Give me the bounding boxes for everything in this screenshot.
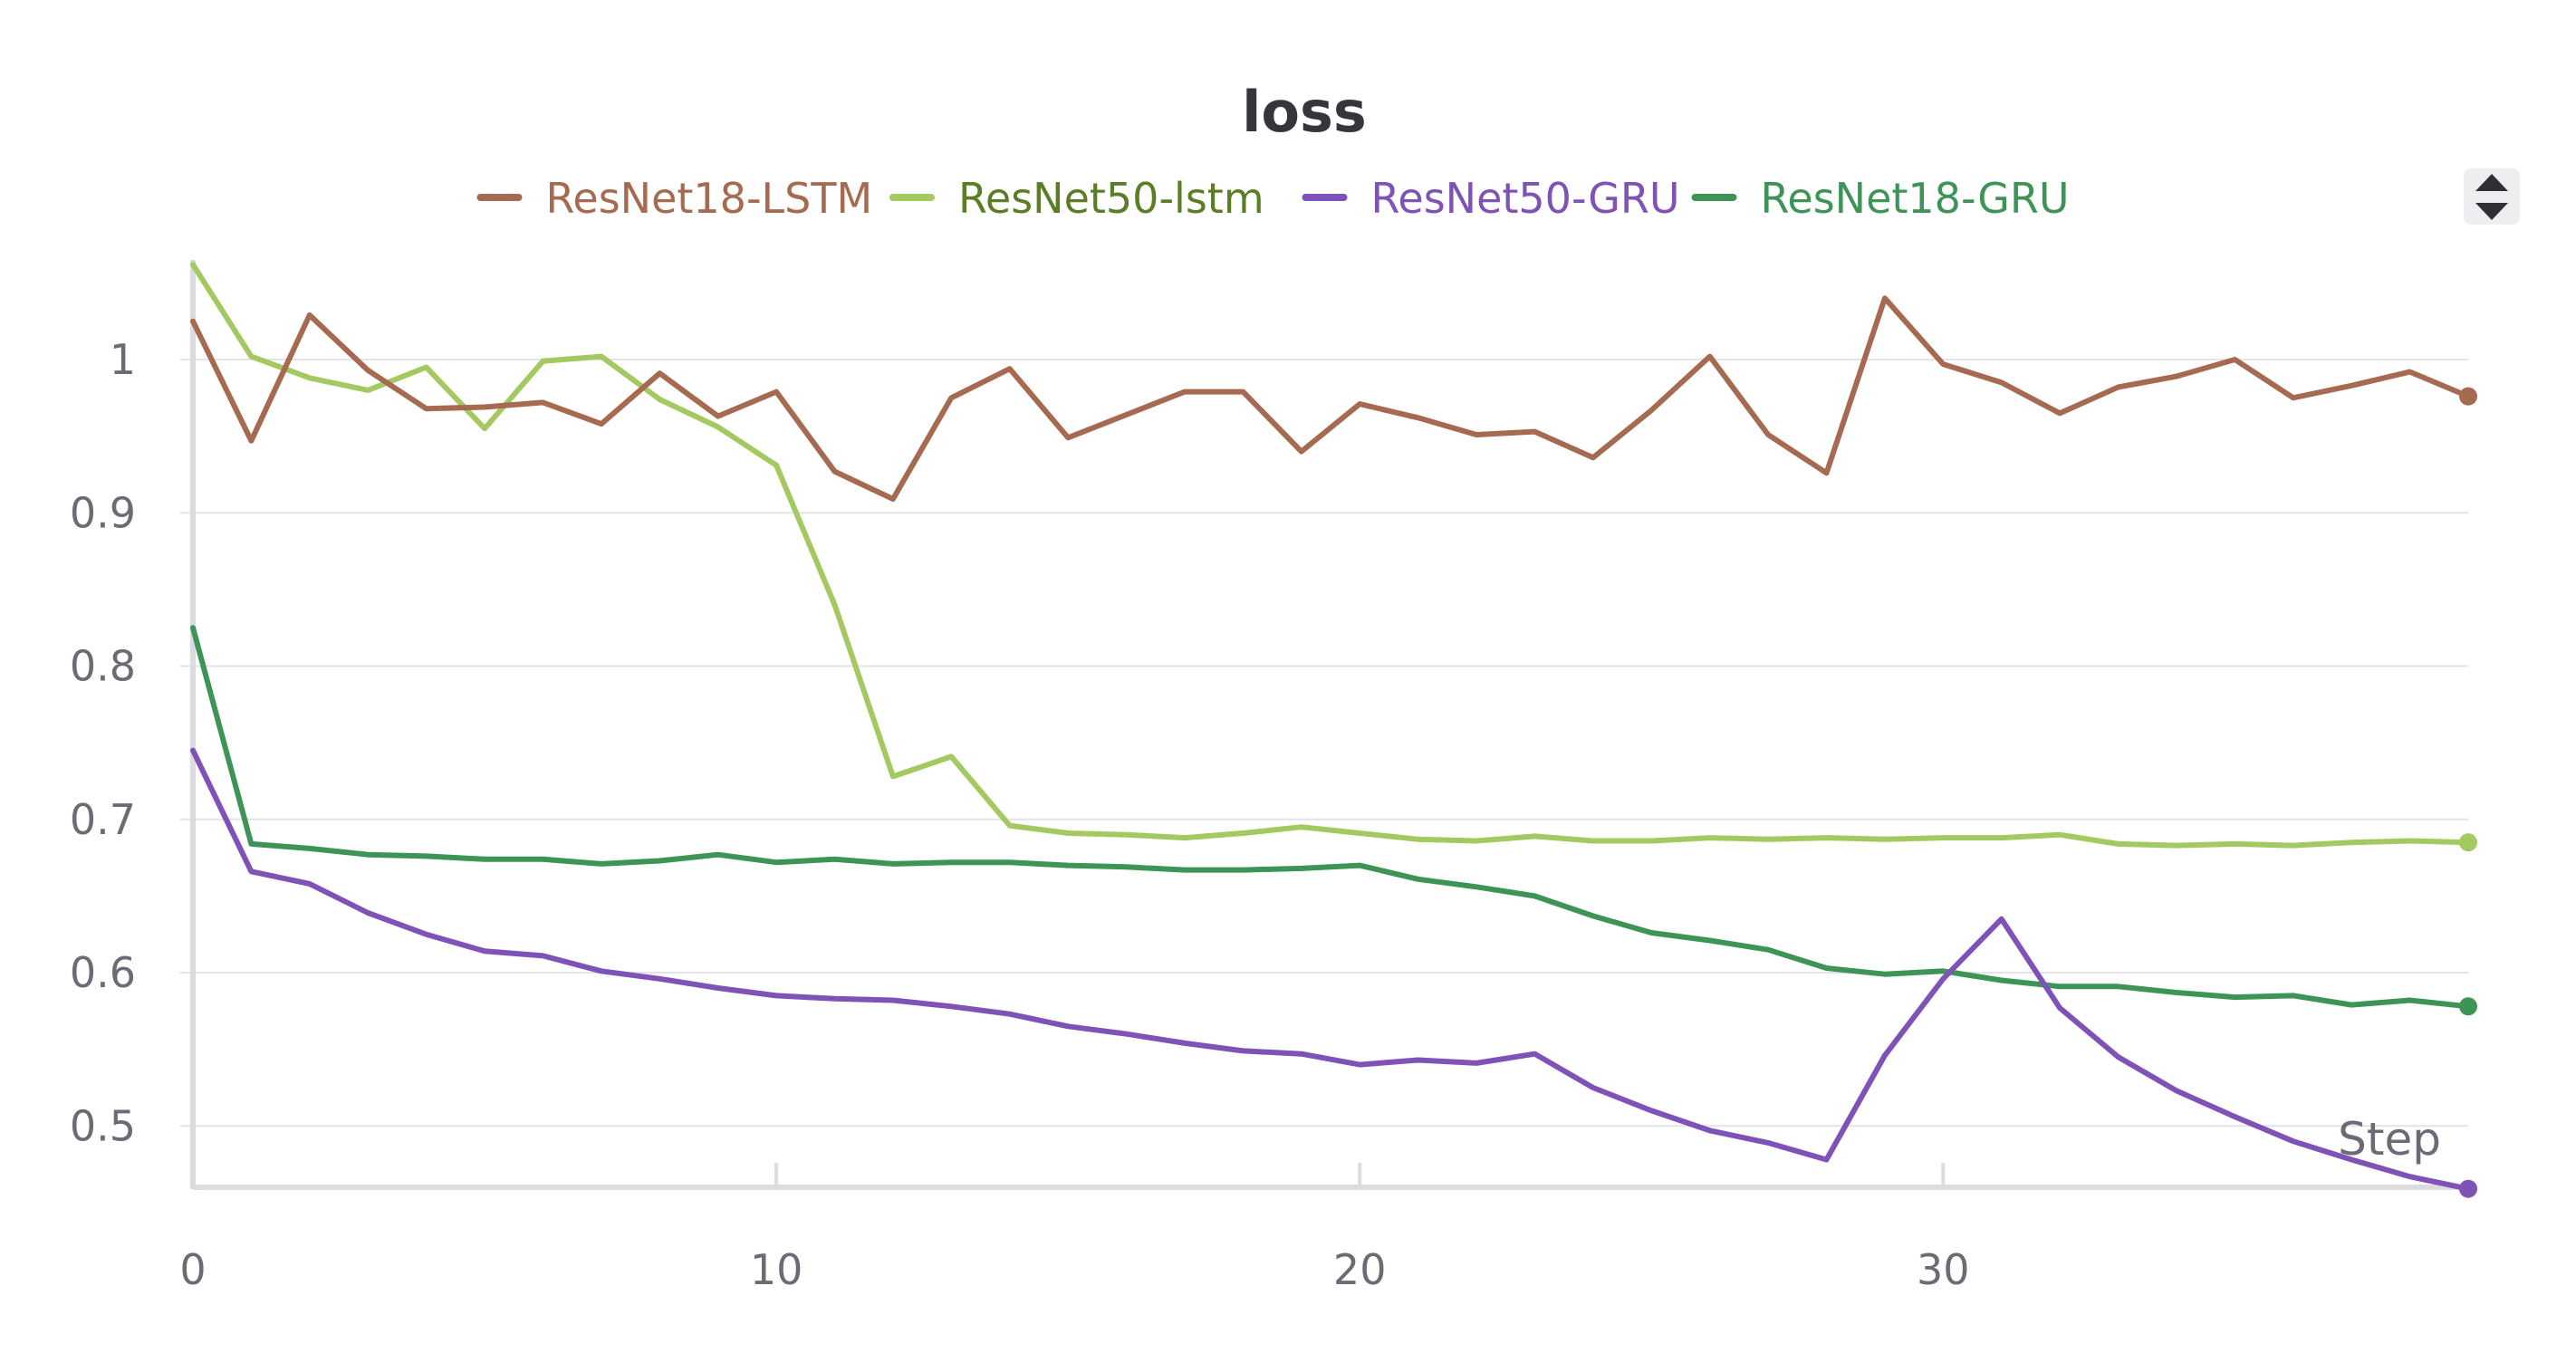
series-line-resnet50-gru bbox=[190, 747, 2471, 1192]
x-tick-label: 0 bbox=[179, 1245, 206, 1294]
series-line-resnet18-lstm bbox=[190, 295, 2471, 502]
x-tick-label: 30 bbox=[1917, 1245, 1970, 1294]
legend-item-resnet18-lstm[interactable]: ResNet18-LSTM bbox=[476, 174, 873, 223]
chart-series-endpoints bbox=[2459, 387, 2477, 1198]
legend-label: ResNet18-GRU bbox=[1761, 174, 2070, 223]
chart-title: loss bbox=[1242, 79, 1367, 145]
legend-menu-button[interactable] bbox=[2464, 168, 2520, 225]
series-endpoint-resnet50-lstm bbox=[2459, 833, 2477, 852]
chart-legend: ResNet18-LSTM ResNet50-lstm ResNet50-GRU Re… bbox=[476, 174, 2070, 223]
legend-label: ResNet18-LSTM bbox=[546, 174, 873, 223]
y-tick-label: 0.7 bbox=[70, 795, 136, 844]
y-tick-label: 0.6 bbox=[70, 948, 136, 997]
legend-label: ResNet50-lstm bbox=[958, 174, 1264, 223]
y-tick-label: 1 bbox=[110, 335, 136, 384]
chart-series bbox=[190, 262, 2471, 1192]
legend-label: ResNet50-GRU bbox=[1371, 174, 1680, 223]
y-tick-label: 0.8 bbox=[70, 642, 136, 691]
y-tick-label: 0.9 bbox=[70, 488, 136, 537]
x-tick-label: 10 bbox=[750, 1245, 803, 1294]
series-endpoint-resnet18-gru bbox=[2459, 997, 2477, 1016]
chart-gridlines bbox=[180, 359, 2468, 1128]
legend-item-resnet18-gru[interactable]: ResNet18-GRU bbox=[1691, 174, 2070, 223]
chart-axes bbox=[190, 260, 2468, 1190]
y-tick-label: 0.5 bbox=[70, 1101, 136, 1150]
series-line-resnet50-lstm bbox=[190, 262, 2471, 849]
legend-item-resnet50-lstm[interactable]: ResNet50-lstm bbox=[889, 174, 1264, 223]
sort-up-down-icon bbox=[2475, 174, 2508, 220]
x-axis-label: Step bbox=[2338, 1113, 2441, 1166]
chart-tick-labels: 0.50.60.70.80.910 10 20 30 bbox=[70, 335, 1970, 1294]
x-tick-label: 20 bbox=[1333, 1245, 1387, 1294]
series-line-resnet18-gru bbox=[190, 625, 2471, 1010]
series-endpoint-resnet18-lstm bbox=[2459, 387, 2477, 406]
series-endpoint-resnet50-gru bbox=[2459, 1179, 2477, 1198]
legend-item-resnet50-gru[interactable]: ResNet50-GRU bbox=[1302, 174, 1680, 223]
